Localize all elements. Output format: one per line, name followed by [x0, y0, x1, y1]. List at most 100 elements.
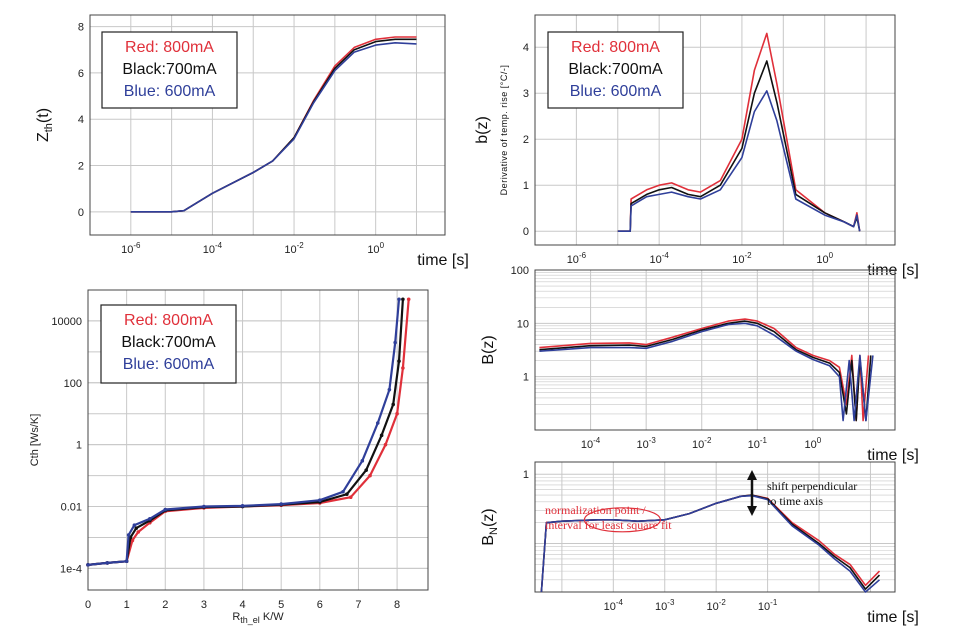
series-line-blue: [540, 494, 881, 593]
data-point: [401, 297, 405, 302]
chart-cth: 0 1 2 3 4 5 6 7 8 1e-4 0.01 1 100 10000 Rth_el K/W Cth …: [29, 289, 429, 625]
data-point: [202, 504, 206, 509]
data-point: [126, 533, 131, 537]
x-ticks: 0 1 2 3 4 5 6 7 8: [85, 599, 400, 611]
data-point: [163, 507, 168, 512]
chart-Bz: 10-4 10-3 10-2 10-1 100 1 10 100 time [s] B(z): [480, 265, 919, 464]
legend-entry: Red: 800mA: [125, 39, 214, 56]
x-tick-label: 0: [85, 599, 91, 611]
y-axis-label: b(z): [474, 116, 491, 144]
chart-BNz: 10-4 10-3 10-2 10-1 1 time [s] BN(z) normalizat…: [480, 461, 919, 626]
data-point: [397, 297, 401, 302]
data-point: [279, 502, 283, 506]
data-point: [368, 473, 372, 478]
x-tick-label: 10-1: [758, 598, 778, 613]
x-tick-label: 10-4: [649, 251, 669, 266]
series-line-black: [539, 320, 872, 422]
series-group: [86, 297, 411, 567]
y-axis-label: BN(z): [480, 508, 500, 545]
x-tick-label: 100: [816, 251, 833, 266]
x-axis-label: time [s]: [417, 252, 469, 269]
x-tick-label: 6: [317, 599, 323, 611]
data-point: [341, 489, 345, 494]
x-tick-label: 2: [162, 599, 168, 611]
y-tick-label: 6: [78, 68, 84, 80]
y-tick-label: 3: [523, 88, 529, 100]
x-tick-label: 4: [239, 599, 245, 611]
legend-box: [100, 304, 237, 384]
normalization-note: normalization point /: [545, 503, 646, 517]
y-tick-label: 0: [78, 207, 84, 219]
legend-entry: Black:700mA: [122, 61, 217, 78]
y-axis-label: B(z): [480, 335, 497, 364]
data-point: [348, 495, 353, 500]
x-tick-label: 8: [394, 599, 400, 611]
data-point: [383, 442, 388, 447]
data-point: [397, 359, 401, 363]
y-tick-label: 1: [523, 180, 529, 192]
plot-frame: [534, 269, 896, 431]
y-tick-label: 1e-4: [60, 563, 82, 575]
x-tick-label: 5: [278, 599, 284, 611]
data-point: [393, 340, 397, 345]
series-line-red: [539, 318, 870, 422]
x-tick-label: 10-3: [655, 598, 675, 613]
legend-entry: Blue: 600mA: [124, 83, 216, 100]
chart-zth: 10-6 10-4 10-2 100 0 2 4 6 8 time [s] Zth(t) Red: 8…: [35, 14, 469, 269]
x-ticks: 10-6 10-4 10-2 100: [567, 251, 834, 266]
data-point: [130, 538, 135, 543]
x-tick-label: 10-2: [732, 251, 752, 266]
y-tick-label: 1: [76, 440, 82, 452]
grid: [535, 462, 895, 593]
data-point: [148, 517, 152, 521]
series-group: [540, 494, 881, 593]
series-line-blue: [539, 322, 874, 422]
series-line-blue: [130, 42, 417, 213]
data-point: [360, 459, 365, 463]
y-ticks: 1: [523, 469, 529, 481]
plot-frame: [534, 14, 896, 246]
y-axis-label: Cth [Ws/K]: [29, 414, 41, 467]
legend-entry: Red: 800mA: [571, 39, 660, 56]
legend-entry: Black:700mA: [121, 334, 216, 351]
arrow-head-down: [747, 506, 757, 516]
grid: [89, 15, 445, 235]
y-tick-label: 4: [523, 42, 529, 54]
legend: Red: 800mA Black:700mA Blue: 600mA: [547, 31, 684, 109]
y-tick-label: 100: [511, 265, 529, 277]
data-point: [128, 535, 133, 540]
data-point: [395, 411, 399, 416]
y-tick-label: 100: [64, 378, 82, 390]
y-tick-label: 0: [523, 226, 529, 238]
normalization-note: interval for least square fit: [545, 518, 672, 532]
data-point: [406, 297, 411, 302]
legend-entry: Black:700mA: [568, 61, 663, 78]
y-tick-label: 1: [523, 372, 529, 384]
x-ticks: 10-4 10-3 10-2 10-1: [604, 598, 778, 613]
y-tick-label: 8: [78, 22, 84, 34]
x-tick-label: 100: [367, 241, 384, 256]
plot-frame: [87, 289, 429, 591]
y-ticks: 1 10 100: [511, 265, 529, 384]
x-ticks: 10-6 10-4 10-2 100: [121, 241, 384, 256]
y-tick-label: 4: [78, 114, 84, 126]
data-point: [364, 468, 368, 472]
x-axis-label: time [s]: [867, 447, 919, 464]
data-point: [345, 492, 349, 497]
x-tick-label: 1: [124, 599, 130, 611]
series-group: [617, 32, 861, 232]
shift-note: shift perpendicular: [767, 479, 857, 493]
x-tick-label: 10-4: [604, 598, 624, 613]
x-tick-label: 10-1: [748, 436, 768, 451]
y-tick-label: 10: [517, 318, 529, 330]
series-line-blue: [617, 90, 861, 232]
x-tick-label: 3: [201, 599, 207, 611]
y-axis-sublabel: Derivative of temp. rise [°C/-]: [499, 65, 509, 196]
grid: [534, 269, 895, 431]
y-tick-label: 1: [523, 469, 529, 481]
legend: Red: 800mA Black:700mA Blue: 600mA: [101, 31, 238, 109]
x-axis-label: time [s]: [867, 609, 919, 626]
legend-entry: Blue: 600mA: [570, 83, 662, 100]
x-tick-label: 10-2: [706, 598, 726, 613]
x-tick-label: 10-3: [636, 436, 656, 451]
